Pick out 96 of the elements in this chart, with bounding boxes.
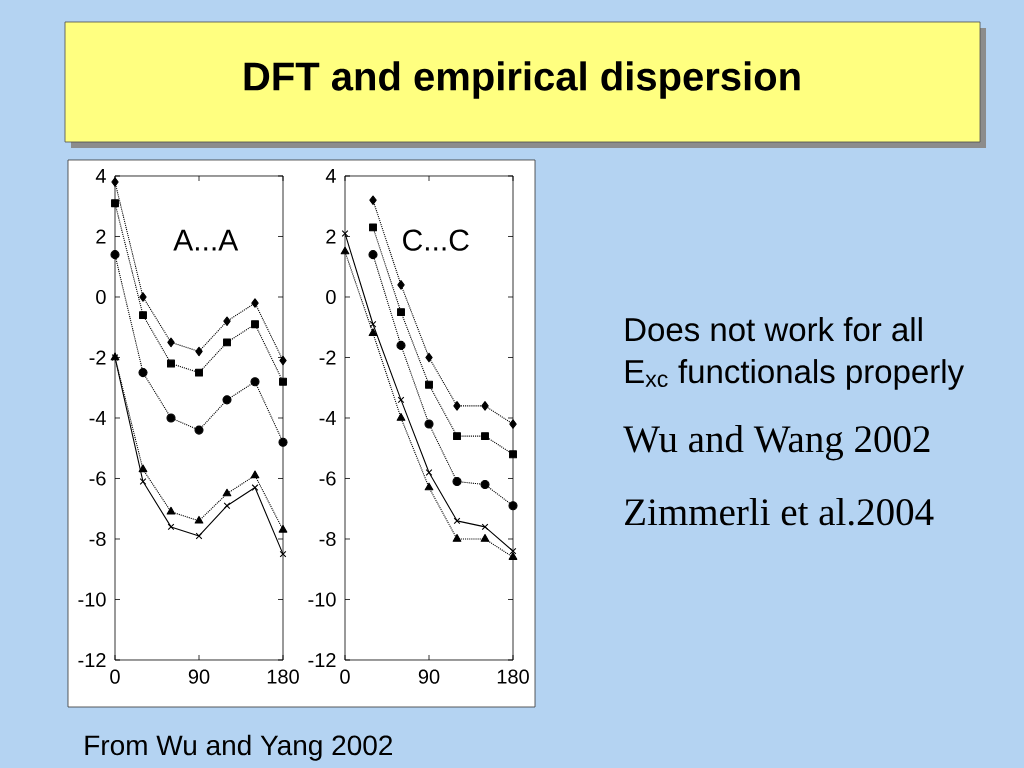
point: [341, 230, 349, 237]
text: C...C: [403, 229, 469, 251]
point: [194, 425, 204, 435]
y-tick-label: -4: [89, 411, 106, 425]
point: [251, 320, 259, 329]
point: [424, 482, 434, 491]
y-tick-label: -12: [78, 653, 106, 667]
point: [222, 395, 232, 405]
point: [453, 401, 461, 411]
point: [452, 476, 462, 487]
point: [111, 199, 119, 208]
x-tick-label: 90: [418, 669, 440, 684]
y-tick-label: 0: [96, 289, 106, 305]
point: [396, 340, 406, 350]
point: [223, 316, 231, 326]
point: [509, 547, 517, 555]
point: [481, 523, 489, 531]
y-tick-label: 4: [325, 169, 336, 183]
x-tick-label: 180: [497, 669, 529, 684]
text: E$_{xc}$ functionals properly: [625, 359, 964, 390]
point: [368, 250, 378, 260]
point: [139, 311, 147, 320]
point: [167, 523, 175, 531]
point: [340, 246, 350, 255]
x-tick-label: 180: [267, 669, 299, 684]
point: [139, 292, 147, 302]
point: [480, 480, 490, 490]
y-tick-label: -2: [89, 350, 106, 365]
point: [279, 377, 287, 386]
text: Wu and Wang 2002: [623, 424, 930, 461]
point: [166, 413, 176, 423]
point: [250, 470, 260, 479]
point: [369, 320, 377, 328]
text: Does not work for all: [625, 317, 922, 342]
y-tick-label: -10: [78, 592, 106, 607]
point: [223, 338, 231, 347]
point: [397, 280, 405, 290]
point: [279, 355, 287, 366]
point: [369, 195, 377, 205]
point: [481, 432, 489, 441]
y-tick-label: -6: [319, 471, 336, 486]
point: [167, 337, 175, 348]
point: [278, 437, 288, 447]
text: From Wu and Yang 2002: [85, 734, 393, 761]
point: [139, 478, 147, 485]
point: [251, 298, 259, 308]
point: [222, 488, 232, 497]
point: [509, 419, 517, 429]
point: [425, 352, 433, 363]
y-tick-label: -12: [308, 653, 336, 667]
text: A...A: [173, 229, 239, 251]
point: [369, 223, 377, 232]
point: [167, 359, 175, 368]
point: [278, 524, 288, 533]
text: Zimmerli et al.2004: [625, 497, 934, 526]
point: [111, 177, 119, 187]
y-tick-label: 2: [96, 229, 106, 244]
point: [138, 368, 148, 378]
point: [396, 413, 406, 421]
y-tick-label: -4: [319, 411, 336, 425]
point: [279, 550, 287, 558]
point: [368, 328, 378, 337]
point: [397, 396, 405, 404]
point: [508, 552, 518, 560]
point: [250, 377, 260, 387]
y-tick-label: -8: [319, 531, 336, 547]
point: [452, 534, 462, 542]
x-tick-label: 0: [340, 669, 350, 684]
y-tick-label: 0: [326, 289, 336, 305]
point: [425, 469, 433, 476]
point: [508, 501, 518, 511]
point: [195, 346, 203, 357]
point: [453, 432, 461, 441]
point: [223, 502, 231, 510]
point: [509, 450, 517, 459]
y-tick-label: -2: [319, 350, 336, 365]
y-tick-label: 4: [95, 169, 106, 183]
point: [480, 534, 490, 542]
y-tick-label: -6: [89, 471, 106, 486]
y-tick-label: -8: [89, 531, 106, 547]
point: [251, 484, 259, 491]
point: [397, 308, 405, 317]
point: [425, 380, 433, 389]
point: [194, 515, 204, 524]
point: [166, 506, 176, 515]
x-tick-label: 90: [188, 669, 210, 684]
point: [195, 368, 203, 377]
y-tick-label: 2: [326, 229, 336, 244]
point: [138, 464, 148, 473]
point: [110, 250, 120, 260]
point: [481, 401, 489, 411]
x-tick-label: 0: [110, 669, 120, 684]
point: [424, 419, 434, 429]
y-tick-label: -10: [308, 592, 336, 607]
point: [453, 517, 461, 525]
text: DFT and empirical dispersion: [244, 61, 800, 99]
